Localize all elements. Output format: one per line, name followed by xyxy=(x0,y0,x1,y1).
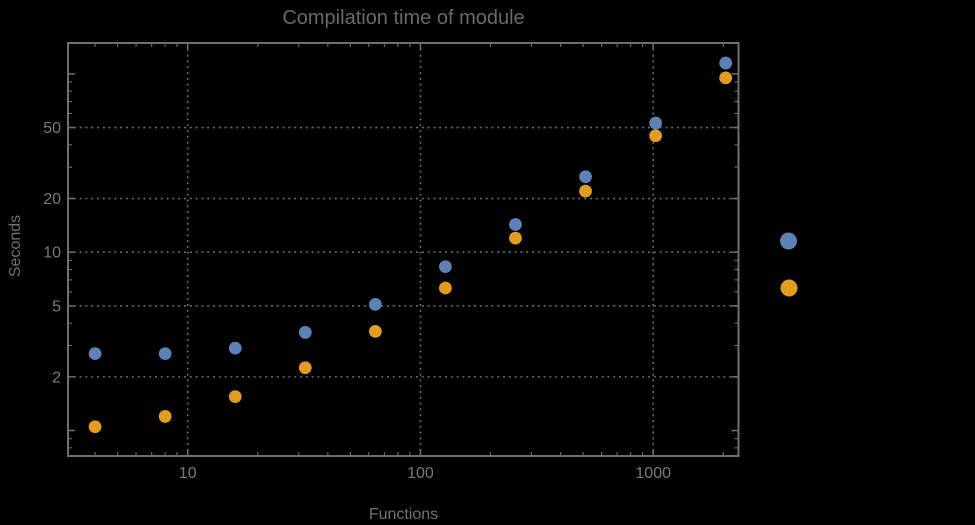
x-tick-label: 100 xyxy=(407,465,434,482)
y-tick-label: 10 xyxy=(43,245,61,262)
data-point-series-2 xyxy=(228,390,242,404)
data-point-series-2 xyxy=(719,71,733,85)
data-point-series-2 xyxy=(509,231,522,245)
legend-marker-series-1 xyxy=(780,232,797,250)
data-point-series-2 xyxy=(579,184,592,198)
data-point-series-2 xyxy=(88,420,102,434)
y-tick-label: 20 xyxy=(43,191,61,208)
data-point-series-2 xyxy=(298,361,312,375)
data-point-series-2 xyxy=(158,410,172,423)
data-point-series-1 xyxy=(649,116,663,130)
y-tick-label: 2 xyxy=(52,369,61,386)
data-point-series-1 xyxy=(509,218,522,231)
data-point-series-1 xyxy=(439,260,452,274)
data-point-series-1 xyxy=(298,326,312,339)
data-point-series-2 xyxy=(649,129,663,143)
data-point-series-1 xyxy=(228,341,242,355)
y-tick-label: 5 xyxy=(52,298,61,315)
data-point-series-1 xyxy=(158,347,172,361)
data-point-series-2 xyxy=(439,281,452,295)
plot-frame xyxy=(67,42,740,457)
chart-title: Compilation time of module xyxy=(282,7,525,29)
data-point-series-2 xyxy=(368,324,382,338)
x-tick-label: 10 xyxy=(179,465,197,482)
data-point-series-1 xyxy=(579,170,592,184)
legend-marker-series-2 xyxy=(780,279,798,297)
y-tick-label: 50 xyxy=(43,120,61,137)
x-tick-label: 1000 xyxy=(635,465,671,482)
data-point-series-1 xyxy=(719,56,733,70)
data-point-series-1 xyxy=(368,297,382,311)
y-axis-label: Seconds xyxy=(7,214,24,278)
data-point-series-1 xyxy=(88,347,102,361)
x-axis-label: Functions xyxy=(368,506,439,523)
